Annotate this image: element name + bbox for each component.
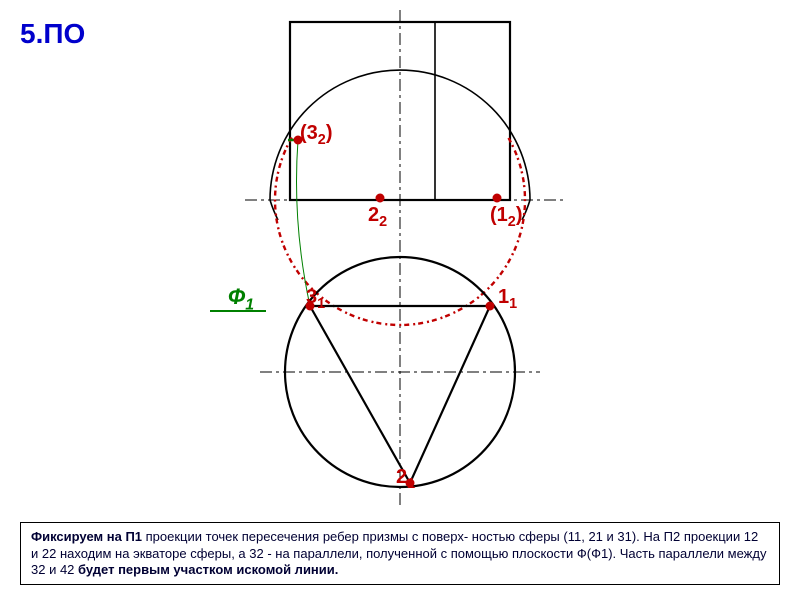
label-1-1: 11 xyxy=(498,286,517,312)
label-2-1: 21 xyxy=(396,466,415,492)
label-2-2: 22 xyxy=(368,204,387,230)
phi-underline xyxy=(210,310,266,312)
slide-title: 5.ПО xyxy=(20,18,85,50)
diagram-canvas: 5.ПО Ф1 (32) 22 (12) 31 11 21 Фиксируем … xyxy=(0,0,800,600)
label-3-2: (32) xyxy=(300,122,332,148)
caption-tail: будет первым участком искомой линии. xyxy=(78,562,338,577)
label-1-2: (12) xyxy=(490,204,522,230)
caption-box: Фиксируем на П1 проекции точек пересечен… xyxy=(20,522,780,585)
label-3-1: 31 xyxy=(306,286,325,312)
caption-lead: Фиксируем на П1 xyxy=(31,529,146,544)
drawing-svg xyxy=(0,0,800,600)
